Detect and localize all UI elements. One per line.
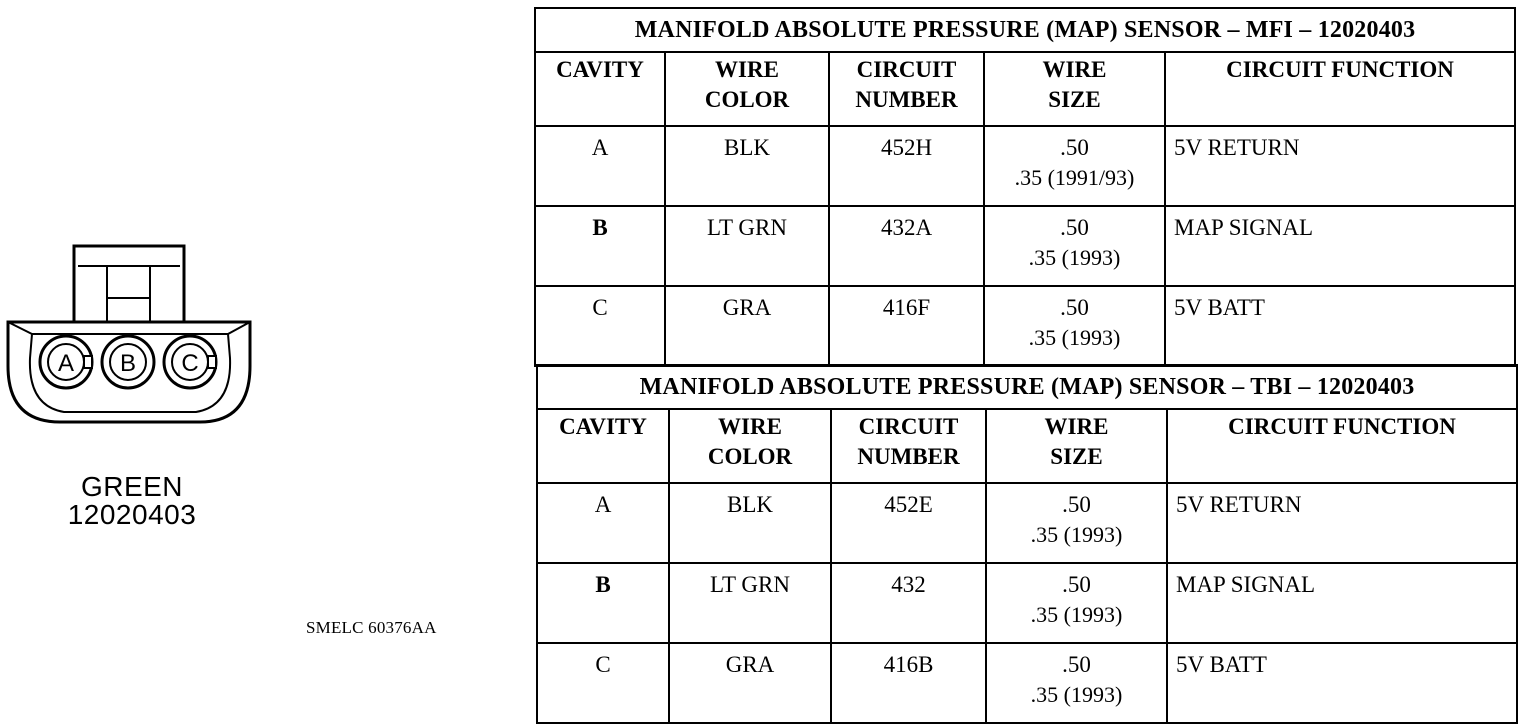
header-circuit-function: CIRCUIT FUNCTION: [1163, 51, 1517, 127]
wire-size-cell: .50.35 (1991/93): [983, 125, 1166, 207]
header-cavity: CAVITY: [534, 51, 666, 127]
wire-size-cell: .50.35 (1993): [985, 642, 1168, 724]
circuit-function-cell: 5V BATT: [1166, 642, 1518, 724]
circuit-number-cell: 416F: [828, 285, 985, 367]
table-row: A BLK 452H .50.35 (1991/93) 5V RETURN: [534, 125, 1517, 207]
cavity-cell: C: [534, 285, 666, 367]
circuit-function-cell: 5V BATT: [1163, 285, 1517, 367]
cavity-c-label: C: [181, 350, 198, 377]
table-row: C GRA 416F .50.35 (1993) 5V BATT: [534, 285, 1517, 367]
wire-color-cell: LT GRN: [664, 205, 830, 287]
header-circuit-number: CIRCUIT NUMBER: [828, 51, 985, 127]
header-wire-color: WIRE COLOR: [668, 408, 832, 484]
header-wire-size: WIRE SIZE: [983, 51, 1166, 127]
cavity-b-label: B: [120, 350, 136, 377]
circuit-number-cell: 452E: [830, 482, 987, 564]
connector-color-label: GREEN: [80, 471, 184, 502]
table-row: B LT GRN 432 .50.35 (1993) MAP SIGNAL: [536, 562, 1518, 644]
wire-size-cell: .50.35 (1993): [983, 285, 1166, 367]
wire-color-cell: GRA: [664, 285, 830, 367]
circuit-function-cell: MAP SIGNAL: [1166, 562, 1518, 644]
wire-size-cell: .50.35 (1993): [985, 482, 1168, 564]
wire-color-cell: BLK: [664, 125, 830, 207]
cavity-cell: B: [536, 562, 670, 644]
wire-size-cell: .50.35 (1993): [983, 205, 1166, 287]
circuit-number-cell: 432: [830, 562, 987, 644]
cavity-cell: C: [536, 642, 670, 724]
wire-color-cell: BLK: [668, 482, 832, 564]
cavity-cell: A: [534, 125, 666, 207]
wire-color-cell: LT GRN: [668, 562, 832, 644]
header-circuit-number: CIRCUIT NUMBER: [830, 408, 987, 484]
connector-part-number: 12020403: [67, 499, 197, 530]
circuit-number-cell: 452H: [828, 125, 985, 207]
wire-size-cell: .50.35 (1993): [985, 562, 1168, 644]
figure-reference-code: SMELC 60376AA: [306, 618, 437, 637]
table-row: C GRA 416B .50.35 (1993) 5V BATT: [536, 642, 1518, 724]
table-row: B LT GRN 432A .50.35 (1993) MAP SIGNAL: [534, 205, 1517, 287]
table-title: MANIFOLD ABSOLUTE PRESSURE (MAP) SENSOR …: [536, 364, 1518, 410]
pinout-table-tbi: MANIFOLD ABSOLUTE PRESSURE (MAP) SENSOR …: [536, 364, 1518, 724]
header-wire-size: WIRE SIZE: [985, 408, 1168, 484]
header-cavity: CAVITY: [536, 408, 670, 484]
wire-color-cell: GRA: [668, 642, 832, 724]
circuit-function-cell: 5V RETURN: [1166, 482, 1518, 564]
circuit-number-cell: 416B: [830, 642, 987, 724]
connector-diagram: A B C: [6, 244, 252, 424]
header-wire-color: WIRE COLOR: [664, 51, 830, 127]
connector-latch: [72, 244, 186, 326]
circuit-function-cell: 5V RETURN: [1163, 125, 1517, 207]
cavity-a-label: A: [58, 350, 74, 377]
pinout-table-mfi: MANIFOLD ABSOLUTE PRESSURE (MAP) SENSOR …: [533, 7, 1517, 367]
circuit-function-cell: MAP SIGNAL: [1163, 205, 1517, 287]
header-circuit-function: CIRCUIT FUNCTION: [1166, 408, 1518, 484]
cavity-cell: A: [536, 482, 670, 564]
table-row: A BLK 452E .50.35 (1993) 5V RETURN: [536, 482, 1518, 564]
circuit-number-cell: 432A: [828, 205, 985, 287]
table-title: MANIFOLD ABSOLUTE PRESSURE (MAP) SENSOR …: [533, 7, 1517, 53]
cavity-cell: B: [534, 205, 666, 287]
